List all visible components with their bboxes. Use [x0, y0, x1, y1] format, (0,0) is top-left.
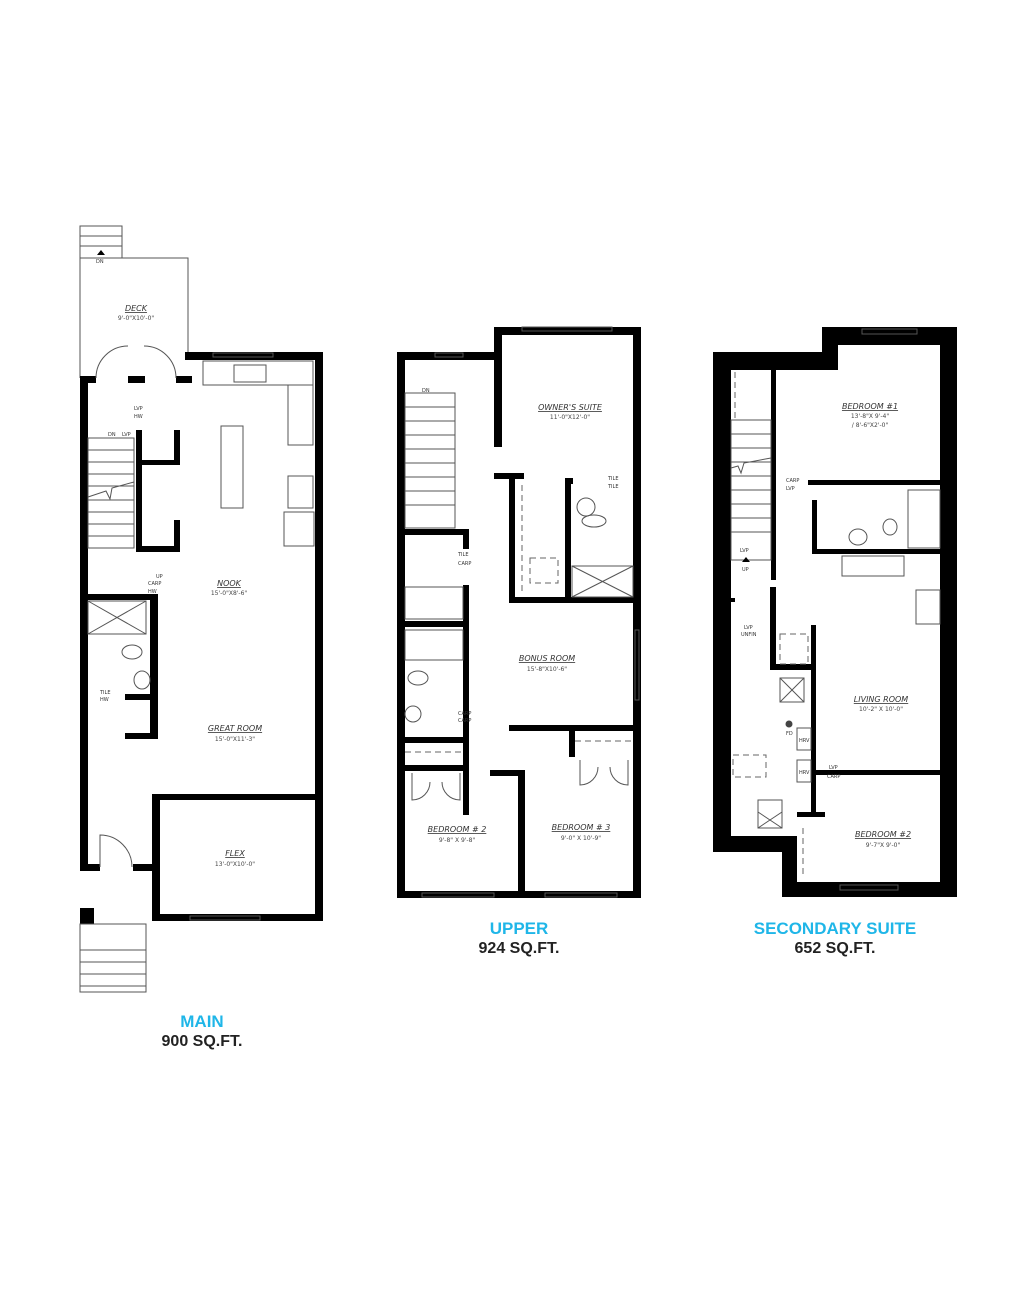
stairs [404, 392, 456, 529]
note: FD [786, 731, 793, 737]
room-name: NOOK [217, 579, 242, 588]
plan-title: MAIN [180, 1012, 224, 1031]
secondary-suite-caption: SECONDARY SUITE 652 SQ.FT. [685, 919, 985, 959]
note: LVP [134, 406, 143, 412]
room-dims: 13'-0"X10'-0" [215, 861, 255, 868]
room-name: FLEX [225, 849, 245, 858]
note: DN [96, 259, 104, 265]
room-dims: 15'-0"X11'-3" [215, 736, 255, 743]
note: HRV [799, 738, 810, 744]
front-stairs [79, 923, 147, 993]
note: HW [148, 589, 157, 595]
room-dims: 9'-0" X 10'-9" [561, 835, 601, 842]
note: CARP [827, 774, 840, 780]
note: CARP [458, 561, 471, 567]
room-dims: 9'-0"X10'-0" [118, 315, 155, 322]
note: LVP [786, 486, 795, 492]
note: HRV [799, 770, 810, 776]
note: LVP [744, 625, 753, 631]
plan-area: 924 SQ.FT. [478, 940, 560, 957]
note: UNFIN [741, 632, 757, 638]
main-floor-plan: DN D [79, 225, 323, 993]
note: TILE [607, 476, 618, 482]
room-name: BONUS ROOM [519, 654, 575, 663]
arrow-icon [97, 250, 105, 255]
stairs [730, 419, 772, 561]
room-name: OWNER'S SUITE [538, 403, 603, 412]
note: UP [742, 567, 749, 573]
note: LVP [829, 765, 838, 771]
deck-stairs [79, 225, 123, 259]
plan-area: 652 SQ.FT. [794, 940, 876, 957]
note: CARP [458, 711, 471, 717]
upper-floor-plan: DN CARP TILE TILE TILE CARP CARP OWNER'S… [397, 326, 641, 898]
room-name: BEDROOM # 2 [428, 825, 487, 834]
room-dims: 11'-0"X12'-0" [550, 414, 590, 421]
arrow-icon [742, 557, 750, 562]
stairs [87, 437, 135, 549]
secondary-suite-plan: CARP LVP LVP UP LVP UNFIN FD HRV HRV LVP… [713, 327, 957, 897]
note: LVP [740, 548, 749, 554]
note: DN [422, 388, 430, 394]
room-name: DECK [125, 304, 148, 313]
kitchen-counter [202, 360, 314, 386]
note: CARP [148, 581, 161, 587]
note: UP [156, 574, 163, 580]
wall [80, 376, 88, 871]
room-name: BEDROOM #1 [842, 402, 898, 411]
note: TILE [457, 552, 468, 558]
note: TILE [99, 690, 110, 696]
room-dims: 9'-8" X 9'-8" [439, 837, 476, 844]
room-name: LIVING ROOM [854, 695, 909, 704]
plan-title: UPPER [489, 919, 549, 938]
plan-area: 900 SQ.FT. [161, 1033, 243, 1050]
note: CARP [458, 718, 471, 724]
room-name: BEDROOM #2 [855, 830, 911, 839]
room-dims: 10'-2" X 10'-0" [859, 706, 903, 713]
room-dims: 13'-8"X 9'-4" [851, 413, 889, 420]
room-dims: 9'-7"X 9'-0" [866, 842, 901, 849]
room-dims: / 8'-6"X2'-0" [852, 422, 889, 429]
note: HW [100, 697, 109, 703]
main-caption: MAIN 900 SQ.FT. [52, 1012, 352, 1052]
note: LVP [122, 432, 131, 438]
note: TILE [607, 484, 618, 490]
note: CARP [786, 478, 799, 484]
note: HW [134, 414, 143, 420]
room-dims: 15'-0"X8'-6" [211, 590, 248, 597]
note: DN [108, 432, 116, 438]
room-name: BEDROOM # 3 [552, 823, 611, 832]
kitchen-island [220, 425, 244, 509]
upper-caption: UPPER 924 SQ.FT. [369, 919, 669, 959]
plan-title: SECONDARY SUITE [753, 919, 917, 938]
room-dims: 15'-8"X10'-6" [527, 666, 567, 673]
room-name: GREAT ROOM [208, 724, 262, 733]
